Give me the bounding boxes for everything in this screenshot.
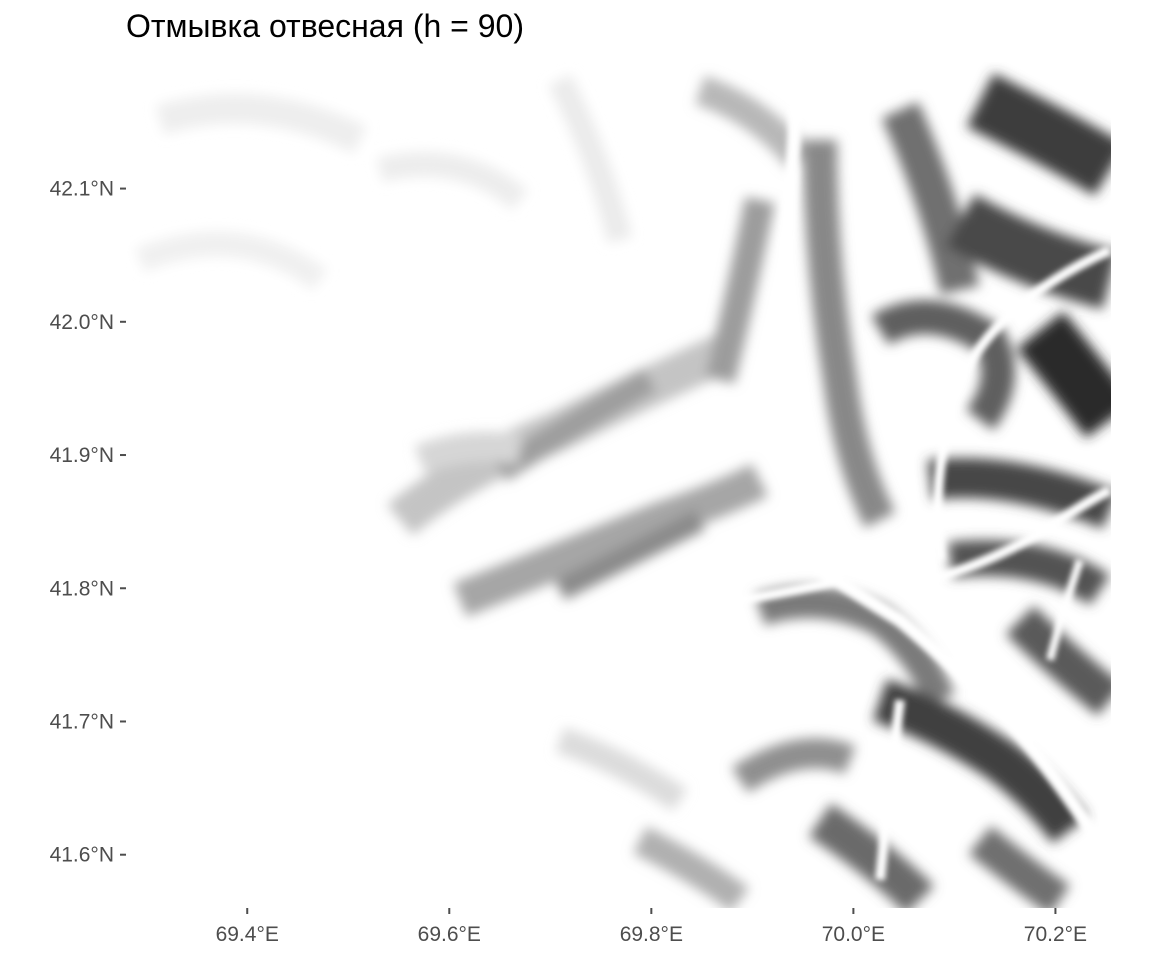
hillshade-raster <box>126 62 1111 908</box>
x-tick-label: 70.2°E <box>1024 923 1087 946</box>
y-tick-label: 41.7°N <box>50 710 114 733</box>
x-tick-label: 69.6°E <box>418 923 481 946</box>
x-axis: 69.4°E 69.6°E 69.8°E 70.0°E 70.2°E <box>216 908 1087 946</box>
y-tick-label: 41.6°N <box>50 844 114 867</box>
chart-title: Отмывка отвесная (h = 90) <box>126 8 524 44</box>
y-tick-label: 42.0°N <box>50 311 114 334</box>
x-tick-label: 69.8°E <box>620 923 683 946</box>
y-tick-label: 42.1°N <box>50 178 114 201</box>
y-axis: 41.6°N 41.7°N 41.8°N 41.9°N 42.0°N 42.1°N <box>50 178 126 867</box>
y-tick-label: 41.8°N <box>50 577 114 600</box>
x-tick-label: 70.0°E <box>822 923 885 946</box>
y-tick-label: 41.9°N <box>50 444 114 467</box>
x-tick-label: 69.4°E <box>216 923 279 946</box>
